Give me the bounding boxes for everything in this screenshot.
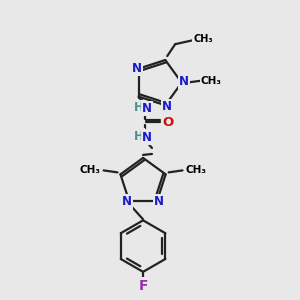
Text: CH₃: CH₃: [201, 76, 222, 85]
Text: N: N: [122, 195, 132, 208]
Text: N: N: [132, 62, 142, 75]
Text: H: H: [134, 130, 144, 142]
Text: O: O: [162, 116, 173, 129]
Text: H: H: [134, 101, 144, 114]
Text: CH₃: CH₃: [79, 165, 100, 176]
Text: N: N: [142, 130, 152, 144]
Text: N: N: [162, 100, 172, 113]
Text: CH₃: CH₃: [193, 34, 213, 44]
Text: F: F: [138, 279, 148, 293]
Text: N: N: [142, 102, 152, 115]
Text: N: N: [179, 75, 189, 88]
Text: N: N: [154, 195, 164, 208]
Text: CH₃: CH₃: [186, 165, 207, 176]
